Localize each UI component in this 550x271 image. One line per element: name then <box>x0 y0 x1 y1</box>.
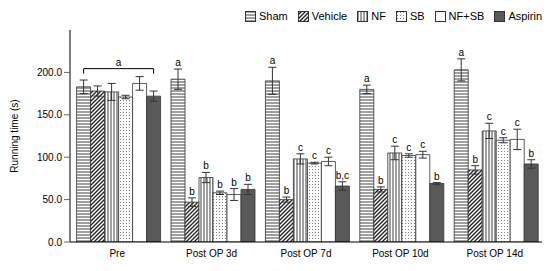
svg-text:200.0: 200.0 <box>37 67 62 78</box>
svg-text:b: b <box>231 177 237 188</box>
svg-text:c: c <box>420 139 425 150</box>
svg-text:a: a <box>458 47 464 58</box>
svg-text:c: c <box>515 117 520 128</box>
svg-text:c: c <box>326 145 331 156</box>
svg-text:c: c <box>298 142 303 153</box>
html-text:Vehicle: Vehicle <box>311 10 348 22</box>
svg-text:b: b <box>434 171 440 182</box>
svg-text:b: b <box>245 172 251 183</box>
svg-text:b: b <box>203 160 209 171</box>
svg-text:100.0: 100.0 <box>37 152 62 163</box>
html-text:NF+SB: NF+SB <box>448 10 485 22</box>
svg-text:0.0: 0.0 <box>48 237 62 248</box>
svg-text:Post OP 10d: Post OP 10d <box>372 248 429 259</box>
html-text:NF: NF <box>371 10 386 22</box>
svg-text:c: c <box>312 150 317 161</box>
svg-text:Pre: Pre <box>109 248 125 259</box>
svg-text:Post OP 14d: Post OP 14d <box>467 248 524 259</box>
svg-text:a: a <box>175 57 181 68</box>
svg-text:50.0: 50.0 <box>43 194 63 205</box>
svg-text:c: c <box>406 142 411 153</box>
svg-text:Running time (s): Running time (s) <box>9 99 20 172</box>
svg-text:c: c <box>501 126 506 137</box>
svg-text:b: b <box>284 185 290 196</box>
svg-text:b: b <box>472 154 478 165</box>
svg-text:c: c <box>392 134 397 145</box>
svg-text:a: a <box>270 55 276 66</box>
svg-text:Post OP 7d: Post OP 7d <box>281 248 332 259</box>
svg-text:b,c: b,c <box>336 170 349 181</box>
html-text:Aspirin: Aspirin <box>508 10 542 22</box>
html-text:Sham: Sham <box>259 10 288 22</box>
svg-text:c: c <box>487 111 492 122</box>
svg-text:b: b <box>217 179 223 190</box>
svg-text:150.0: 150.0 <box>37 109 62 120</box>
svg-text:b: b <box>189 186 195 197</box>
svg-text:b: b <box>528 148 534 159</box>
svg-text:a: a <box>116 57 122 68</box>
html-text:SB: SB <box>409 10 425 22</box>
svg-text:a: a <box>364 73 370 84</box>
svg-text:b: b <box>378 175 384 186</box>
svg-text:Post OP 3d: Post OP 3d <box>186 248 237 259</box>
